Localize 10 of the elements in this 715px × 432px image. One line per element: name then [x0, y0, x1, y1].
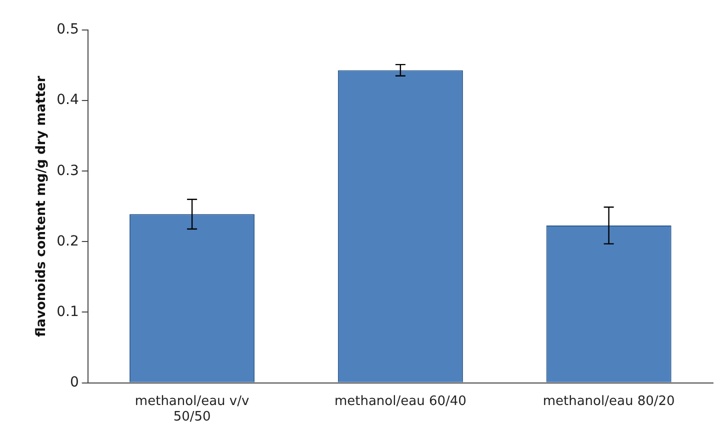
x-tick-label: methanol/eau 80/20 — [542, 394, 675, 409]
x-tick-label: methanol/eau v/v 50/50 — [134, 394, 250, 425]
y-axis-title: flavonoids content mg/g dry matter — [34, 75, 50, 337]
y-tick-label: 0.1 — [56, 304, 79, 320]
y-tick-label: 0.4 — [56, 92, 79, 108]
y-tick-label: 0.5 — [56, 22, 79, 38]
y-tick-label: 0.2 — [56, 233, 79, 250]
y-tick-label: 0 — [70, 374, 79, 390]
x-tick-label: methanol/eau 60/40 — [334, 394, 466, 409]
y-tick-label: 0.3 — [56, 162, 79, 179]
